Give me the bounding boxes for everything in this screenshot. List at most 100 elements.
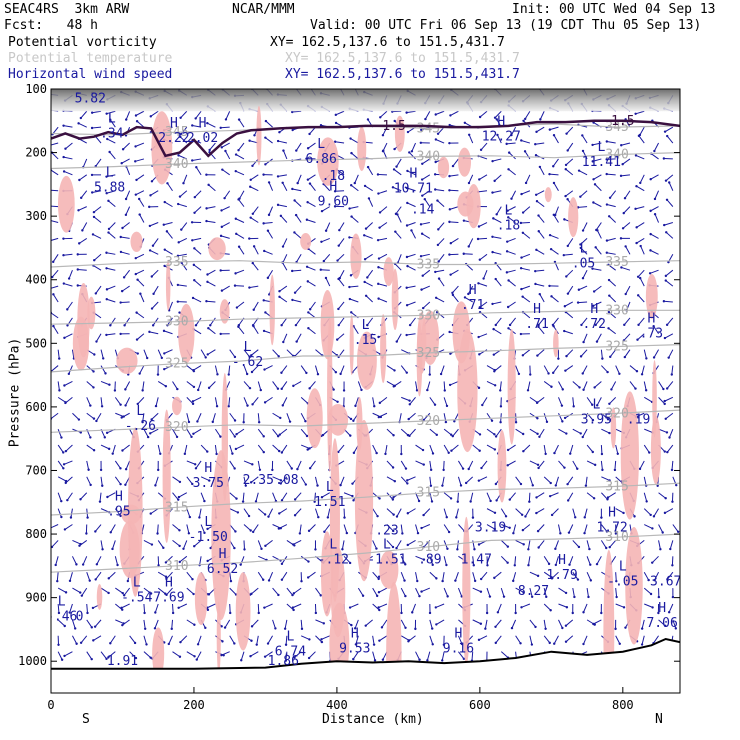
wind-vector (257, 428, 265, 437)
pv-shade-patch (172, 396, 182, 416)
wind-vector (272, 428, 279, 437)
wind-vector (399, 413, 402, 423)
wind-vector-head (460, 642, 464, 646)
pv-shade-patch (421, 310, 440, 365)
wind-vector (400, 572, 405, 581)
wind-vector-head (252, 308, 255, 311)
wind-vector-head (337, 323, 340, 327)
wind-vector-head (563, 466, 566, 469)
wind-vector-head (224, 149, 227, 153)
wind-vector (243, 381, 251, 389)
wind-vector-head (564, 163, 568, 167)
wind-vector-head (316, 484, 319, 487)
extremum-letter: L (619, 560, 627, 575)
wind-vector (364, 185, 373, 192)
wind-vector-head (353, 86, 355, 88)
wind-vector-head (63, 624, 66, 628)
wind-vector (596, 230, 602, 239)
pv-extremum-marker: L.05 (572, 242, 595, 272)
wind-vector (553, 182, 559, 191)
wind-vector (665, 280, 674, 287)
wind-vector (394, 263, 402, 271)
wind-vector-head (248, 237, 251, 240)
extremum-letter: H (170, 116, 178, 131)
wind-vector (252, 397, 259, 405)
wind-vector-head (111, 547, 114, 551)
wind-vector-head (165, 230, 169, 233)
wind-vector-head (593, 183, 597, 186)
wind-vector-head (63, 654, 66, 658)
wind-vector (364, 281, 373, 287)
extremum-value: .15 (354, 333, 377, 348)
wind-vector (424, 111, 431, 120)
wind-vector-head (657, 611, 660, 615)
wind-vector-head (476, 237, 480, 241)
wind-vector (292, 603, 302, 609)
wind-vector (323, 253, 331, 262)
wind-vector (408, 152, 416, 160)
wind-vector (564, 301, 574, 307)
wind-vector-head (52, 293, 55, 296)
wind-vector-head (406, 130, 410, 134)
wind-vector-head (251, 530, 255, 534)
wind-vector (481, 460, 488, 469)
wind-vector-head (195, 658, 198, 661)
wind-vector (272, 476, 282, 481)
extremum-value: .34 (100, 126, 124, 141)
wind-vector-head (519, 332, 523, 336)
wind-vector (172, 428, 178, 438)
wind-vector-head (337, 244, 340, 247)
wind-vector (572, 397, 575, 407)
wind-vector-head (68, 579, 72, 583)
wind-vector-head (278, 449, 281, 453)
wind-vector-head (334, 121, 338, 125)
wind-vector-head (196, 420, 199, 423)
wind-vector-head (292, 592, 296, 595)
wind-vector (624, 349, 631, 358)
wind-vector (92, 126, 102, 129)
wind-vector-head (554, 563, 558, 567)
wind-vector (200, 476, 210, 482)
wind-vector (397, 254, 402, 263)
wind-vector-head (462, 252, 465, 255)
wind-vector-head (307, 560, 310, 563)
wind-vector (479, 174, 488, 180)
wind-vector-head (463, 121, 467, 124)
wind-vector-head (157, 564, 160, 567)
wind-vector (240, 556, 245, 565)
wind-vector (309, 381, 316, 389)
wind-vector (400, 365, 408, 373)
wind-vector-head (653, 149, 656, 153)
wind-vector (106, 110, 116, 115)
wind-vector (51, 365, 59, 372)
wind-vector-head (123, 324, 126, 327)
wind-vector (429, 492, 433, 502)
extremum-value: 6.74 (275, 644, 306, 659)
pv-shade-patch (235, 572, 251, 651)
pv-shade-patch (221, 372, 229, 502)
wind-vector-head (614, 627, 617, 631)
wind-vector-head (448, 220, 451, 224)
wind-vector-head (243, 548, 246, 551)
wind-vector-head (606, 498, 609, 501)
wind-vector-head (551, 371, 555, 375)
wind-vector-head (502, 595, 506, 598)
wind-vector-head (124, 483, 127, 486)
wind-vector (306, 266, 316, 271)
wind-vector (525, 508, 531, 517)
wind-vector (100, 476, 103, 486)
wind-vector (506, 269, 516, 273)
wind-vector (411, 603, 416, 613)
wind-vector (125, 111, 131, 120)
wind-vector (443, 381, 446, 391)
wind-vector (478, 476, 488, 482)
wind-vector-head (415, 389, 419, 392)
wind-vector-head (332, 388, 335, 391)
wind-vector-head (648, 272, 652, 275)
wind-vector-head (448, 123, 451, 127)
wind-vector-head (605, 203, 609, 206)
wind-vector-head (638, 276, 642, 280)
pv-shade-patch (208, 237, 226, 261)
wind-vector-head (437, 277, 441, 280)
wind-vector-head (190, 221, 194, 224)
